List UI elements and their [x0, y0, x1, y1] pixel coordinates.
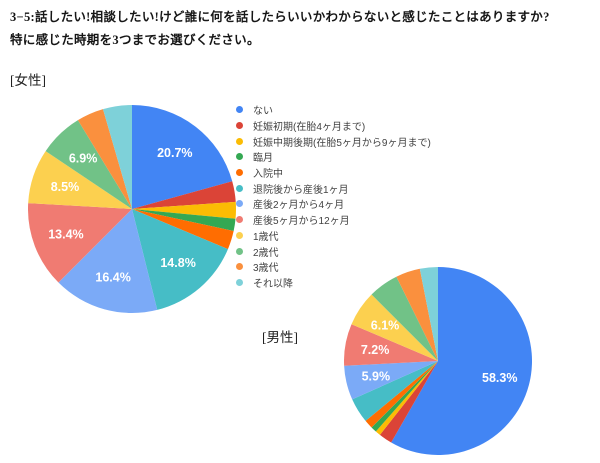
legend-item-label: 臨月 — [253, 153, 273, 165]
pie-slice — [132, 201, 236, 219]
legend-item: 退院後から産後1ヶ月 — [236, 180, 431, 196]
legend-color-dot — [236, 137, 243, 145]
pie-slice — [391, 267, 532, 455]
pie-slice — [352, 361, 438, 421]
pie-slice-label: 16.4% — [95, 271, 130, 285]
pie-slice-label: 8.5% — [51, 180, 80, 194]
legend-item-label: 退院後から産後1ヶ月 — [253, 184, 349, 196]
legend-item: 1歳代 — [236, 228, 431, 244]
legend-color-dot — [236, 247, 243, 255]
legend-item-label: 3歳代 — [253, 263, 279, 275]
legend-item: 入院中 — [236, 165, 431, 181]
legend-color-dot — [236, 169, 243, 177]
legend-color-dot — [236, 106, 243, 114]
legend-item: それ以降 — [236, 275, 431, 291]
pie-slice-label: 5.9% — [362, 369, 391, 383]
legend-color-dot — [236, 184, 243, 192]
pie-slice — [28, 203, 132, 283]
pie-slice — [132, 209, 228, 310]
pie-slice — [132, 209, 236, 232]
legend-item-label: 2歳代 — [253, 247, 279, 259]
legend-item: 3歳代 — [236, 259, 431, 275]
legend-color-dot — [236, 278, 243, 286]
pie-slice-label: 6.9% — [69, 151, 98, 165]
pie-slice-label: 14.8% — [160, 256, 195, 270]
pie-slice — [102, 105, 132, 209]
pie-slice — [375, 361, 438, 435]
pie-slice — [365, 361, 438, 428]
male-section-label: [男性] — [262, 330, 298, 345]
legend-item-label: それ以降 — [253, 278, 293, 290]
pie-slice — [132, 181, 236, 209]
pie-slice — [45, 120, 132, 209]
legend: ない妊娠初期(在胎4ヶ月まで) 妊娠中期後期(在胎5ヶ月から9ヶ月まで) 臨月入院中… — [236, 102, 431, 290]
pie-slice — [344, 324, 438, 366]
legend-item: 妊娠初期(在胎4ヶ月まで) — [236, 118, 431, 134]
legend-item: 産後2ヶ月から4ヶ月 — [236, 196, 431, 212]
pie-slice — [132, 105, 233, 209]
pie-slice — [396, 268, 438, 361]
pie-slice — [58, 209, 158, 313]
question-title-line1: 3−5:話したい!相談したい!けど誰に何を話したらいいかわからないと感じたことは… — [10, 10, 550, 24]
pie-slice-label: 13.4% — [48, 228, 83, 242]
pie-slice-label: 20.7% — [157, 146, 192, 160]
pie-slice — [371, 361, 438, 432]
legend-item-label: 産後5ヶ月から12ヶ月 — [253, 216, 350, 228]
legend-color-dot — [236, 153, 243, 161]
pie-slice-label: 6.1% — [371, 319, 400, 333]
legend-item: ない — [236, 102, 431, 118]
female-section-label: [女性] — [10, 73, 46, 88]
legend-item-label: 妊娠中期後期(在胎5ヶ月から9ヶ月まで) — [253, 137, 431, 149]
legend-item-label: 1歳代 — [253, 231, 279, 243]
question-title: 3−5:話したい!相談したい!けど誰に何を話したらいいかわからないと感じたことは… — [10, 6, 596, 52]
legend-item-label: 産後2ヶ月から4ヶ月 — [253, 200, 345, 212]
legend-color-dot — [236, 122, 243, 130]
legend-item: 2歳代 — [236, 243, 431, 259]
legend-item-label: 入院中 — [253, 169, 283, 181]
pie-slice — [28, 151, 133, 209]
male-pie-chart: 58.3% 5.9% 7.2% 6.1% — [344, 267, 532, 455]
legend-item-label: 妊娠初期(在胎4ヶ月まで) — [253, 122, 366, 134]
legend-item: 妊娠中期後期(在胎5ヶ月から9ヶ月まで) — [236, 133, 431, 149]
legend-color-dot — [236, 231, 243, 239]
legend-color-dot — [236, 216, 243, 224]
pie-slice — [77, 109, 132, 209]
legend-color-dot — [236, 200, 243, 208]
legend-item: 産後5ヶ月から12ヶ月 — [236, 212, 431, 228]
pie-slice-label: 7.2% — [361, 343, 390, 357]
question-title-line2: 特に感じた時期を3つまでお選びください。 — [10, 33, 260, 47]
pie-slice — [344, 361, 438, 400]
legend-item: 臨月 — [236, 149, 431, 165]
legend-color-dot — [236, 263, 243, 271]
pie-slice — [379, 361, 438, 443]
pie-slice-label: 58.3% — [482, 371, 517, 385]
pie-slice — [419, 267, 438, 361]
pie-slice — [351, 294, 438, 361]
pie-slice — [371, 276, 438, 361]
legend-item-label: ない — [253, 106, 273, 118]
pie-slice — [132, 209, 234, 250]
female-pie-chart: 20.7% 14.8% 16.4% 13.4% 8.5% 6.9% — [28, 105, 236, 313]
